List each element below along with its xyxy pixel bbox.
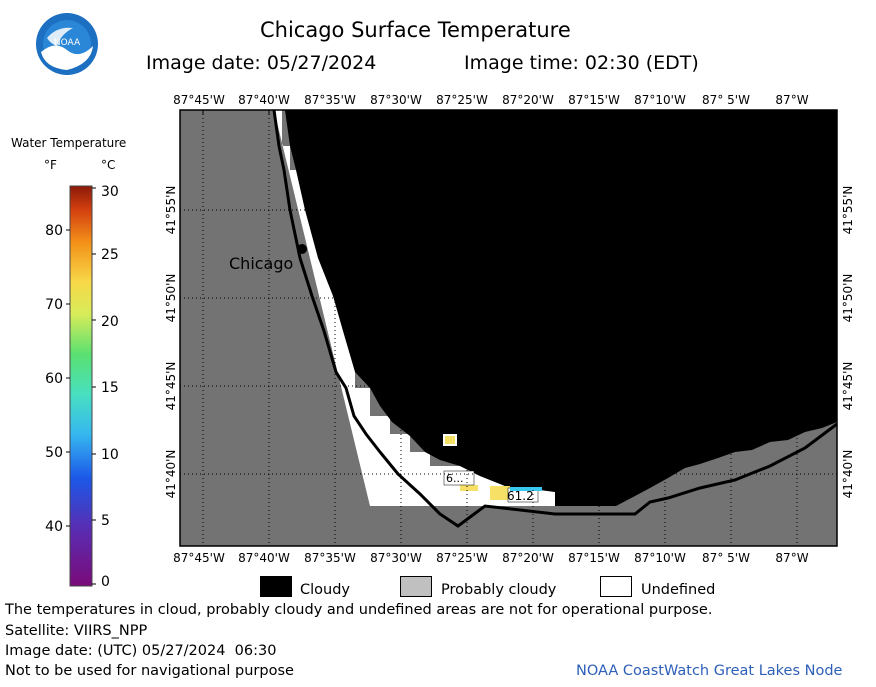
- image-time: Image time: 02:30 (EDT): [464, 52, 699, 74]
- c-tick-10: 10: [101, 447, 119, 463]
- colorbar-gradient: [69, 185, 93, 587]
- noaa-logo-text: NOAA: [54, 38, 81, 48]
- utc-date-text: Image date: (UTC) 05/27/2024 06:30: [5, 643, 277, 659]
- c-tick-5: 5: [101, 513, 110, 529]
- temp-pixel-cyan: [510, 487, 542, 491]
- lat-right-4: 41°40'N: [841, 450, 855, 499]
- c-tick-15: 15: [101, 380, 119, 396]
- lon-bottom-9: 87° 5'W: [702, 551, 750, 565]
- navigation-warning-text: Not to be used for navigational purpose: [5, 663, 294, 679]
- page-title: Chicago Surface Temperature: [260, 18, 571, 42]
- lat-left-2: 41°50'N: [164, 274, 178, 323]
- colorbar-unit-f: °F: [44, 158, 57, 172]
- c-tick-25: 25: [101, 247, 119, 263]
- legend-probably-cloudy-swatch: [400, 576, 432, 597]
- lon-bottom-5: 87°25'W: [436, 551, 488, 565]
- temp-label-1: 6...: [446, 472, 464, 485]
- lon-bottom-10: 87°W: [775, 551, 808, 565]
- legend-cloudy-swatch: [260, 576, 292, 597]
- lon-bottom-1: 87°45'W: [173, 551, 225, 565]
- temp-label-2: 61.2: [507, 489, 534, 503]
- lon-top-7: 87°15'W: [568, 93, 620, 107]
- temp-pixel-1: [443, 434, 457, 446]
- chicago-marker-icon: [297, 244, 307, 254]
- f-tick-80: 80: [45, 223, 63, 239]
- lon-bottom-6: 87°20'W: [502, 551, 554, 565]
- coastline: [272, 109, 838, 528]
- f-tick-50: 50: [45, 445, 63, 461]
- c-tick-20: 20: [101, 314, 119, 330]
- c-tick-0: 0: [101, 574, 110, 590]
- lon-top-2: 87°40'W: [238, 93, 290, 107]
- lon-top-9: 87° 5'W: [702, 93, 750, 107]
- lat-right-2: 41°50'N: [841, 274, 855, 323]
- lon-top-10: 87°W: [775, 93, 808, 107]
- lat-left-1: 41°55'N: [164, 186, 178, 235]
- f-tick-70: 70: [45, 297, 63, 313]
- noaa-logo: NOAA: [36, 13, 98, 75]
- temp-pixel-2: [460, 485, 478, 491]
- map-frame: [179, 109, 838, 547]
- lon-top-4: 87°30'W: [370, 93, 422, 107]
- lat-left-3: 41°45'N: [164, 362, 178, 411]
- credit-text: NOAA CoastWatch Great Lakes Node: [576, 663, 843, 679]
- legend-cloudy-label: Cloudy: [300, 582, 350, 598]
- lon-top-1: 87°45'W: [173, 93, 225, 107]
- lon-top-6: 87°20'W: [502, 93, 554, 107]
- lon-bottom-8: 87°10'W: [634, 551, 686, 565]
- lon-top-5: 87°25'W: [436, 93, 488, 107]
- temp-pixel-3: [490, 486, 510, 500]
- graticule: [180, 110, 837, 546]
- colorbar-unit-c: °C: [101, 158, 116, 172]
- disclaimer-text: The temperatures in cloud, probably clou…: [5, 602, 713, 618]
- legend-probably-cloudy-label: Probably cloudy: [441, 582, 557, 598]
- lon-bottom-7: 87°15'W: [568, 551, 620, 565]
- cloudy-lake-area: [285, 110, 837, 506]
- legend-undefined-label: Undefined: [641, 582, 716, 598]
- colorbar: 80 70 60 50 40 30 25 20 15 10 5 0: [45, 184, 119, 590]
- f-tick-40: 40: [45, 519, 63, 535]
- lon-bottom-3: 87°35'W: [304, 551, 356, 565]
- lat-right-3: 41°45'N: [841, 362, 855, 411]
- lat-right-1: 41°55'N: [841, 186, 855, 235]
- undefined-area: [274, 110, 555, 506]
- colorbar-title: Water Temperature: [11, 136, 127, 150]
- lon-top-8: 87°10'W: [634, 93, 686, 107]
- legend-undefined-swatch: [600, 576, 632, 597]
- lon-bottom-2: 87°40'W: [238, 551, 290, 565]
- lon-bottom-4: 87°30'W: [370, 551, 422, 565]
- lon-top-3: 87°35'W: [304, 93, 356, 107]
- satellite-text: Satellite: VIIRS_NPP: [5, 623, 148, 639]
- image-date: Image date: 05/27/2024: [146, 52, 377, 74]
- lat-left-4: 41°40'N: [164, 450, 178, 499]
- temperature-map: 6... 61.2 Chicago: [164, 93, 855, 565]
- c-tick-30: 30: [101, 184, 119, 200]
- f-tick-60: 60: [45, 371, 63, 387]
- chicago-label: Chicago: [229, 254, 293, 273]
